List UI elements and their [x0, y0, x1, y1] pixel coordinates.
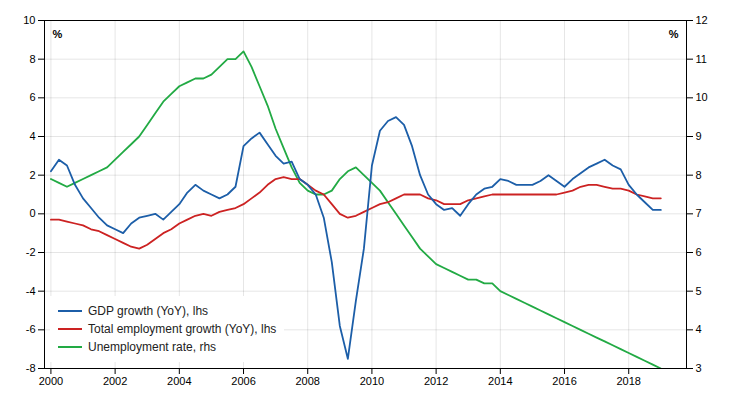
svg-text:8: 8 [696, 169, 702, 181]
html-text:GDP growth (YoY), lhs: GDP growth (YoY), lhs [88, 304, 209, 318]
svg-text:2: 2 [29, 169, 35, 181]
svg-text:2010: 2010 [360, 375, 384, 387]
svg-text:2006: 2006 [231, 375, 255, 387]
svg-text:%: % [53, 28, 63, 40]
svg-text:2002: 2002 [103, 375, 127, 387]
svg-text:9: 9 [696, 130, 702, 142]
svg-text:11: 11 [696, 53, 707, 65]
svg-text:7: 7 [696, 207, 702, 219]
svg-text:2016: 2016 [552, 375, 576, 387]
svg-text:2014: 2014 [488, 375, 512, 387]
svg-text:-8: -8 [26, 362, 36, 374]
svg-text:2000: 2000 [39, 375, 63, 387]
svg-text:6: 6 [29, 91, 35, 103]
svg-text:2012: 2012 [424, 375, 448, 387]
svg-text:3: 3 [696, 362, 702, 374]
svg-text:-2: -2 [26, 246, 36, 258]
svg-text:10: 10 [23, 14, 35, 26]
svg-text:%: % [669, 28, 679, 40]
svg-text:4: 4 [696, 323, 702, 335]
svg-text:2018: 2018 [616, 375, 640, 387]
html-text:Unemployment rate, rhs: Unemployment rate, rhs [88, 340, 217, 354]
svg-text:6: 6 [696, 246, 702, 258]
svg-text:8: 8 [29, 53, 35, 65]
html-text:Total employment growth (YoY),: Total employment growth (YoY), lhs [88, 322, 277, 336]
svg-text:5: 5 [696, 285, 702, 297]
svg-text:-6: -6 [26, 323, 36, 335]
svg-text:4: 4 [29, 130, 35, 142]
svg-text:12: 12 [696, 14, 708, 26]
svg-text:-4: -4 [26, 285, 36, 297]
svg-text:0: 0 [29, 207, 35, 219]
svg-text:2008: 2008 [295, 375, 319, 387]
svg-text:2004: 2004 [167, 375, 191, 387]
svg-text:10: 10 [696, 91, 708, 103]
